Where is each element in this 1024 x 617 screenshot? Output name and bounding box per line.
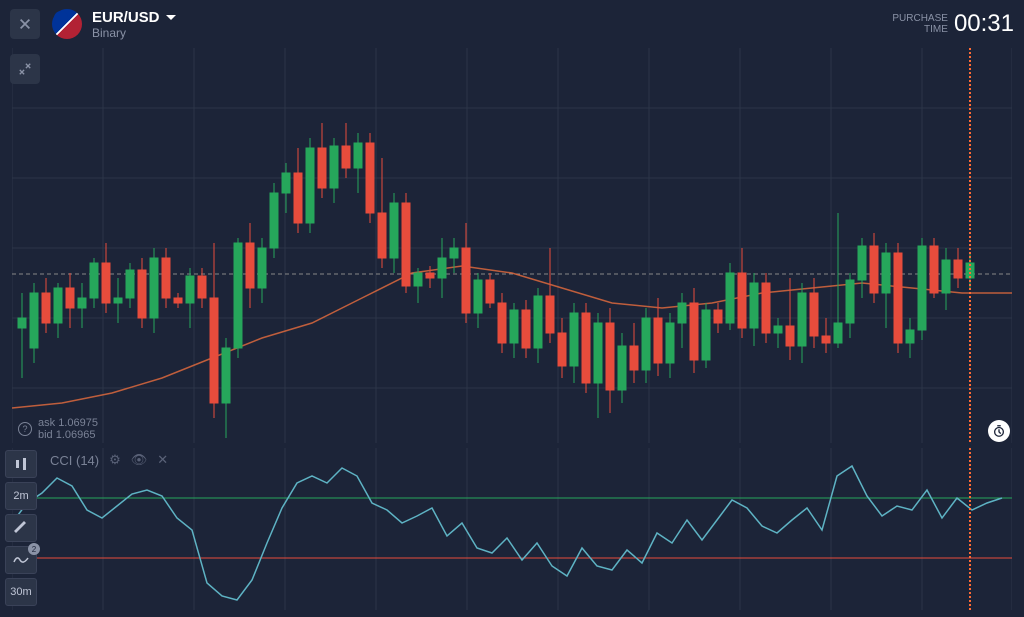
chevron-down-icon <box>166 15 176 20</box>
draw-button[interactable] <box>5 514 37 542</box>
indicator-count-badge: 2 <box>28 543 40 555</box>
indicators-button[interactable]: 2 <box>5 546 37 574</box>
pair-type: Binary <box>92 26 176 40</box>
expiry-marker-icon <box>988 420 1010 442</box>
pair-selector[interactable]: EUR/USD Binary <box>92 9 176 40</box>
timer-value: 00:31 <box>954 10 1014 38</box>
timeframe-2m-button[interactable]: 2m <box>5 482 37 510</box>
purchase-timer: PURCHASE TIME 00:31 <box>892 10 1014 38</box>
pair-flag-icon <box>52 9 82 39</box>
cci-oscillator[interactable] <box>12 448 1012 610</box>
timeframe-30m-button[interactable]: 30m <box>5 578 37 606</box>
chart-type-button[interactable] <box>5 450 37 478</box>
candlestick-chart[interactable] <box>12 48 1012 443</box>
top-bar: EUR/USD Binary PURCHASE TIME 00:31 <box>0 0 1024 48</box>
close-button[interactable] <box>10 9 40 39</box>
pair-symbol: EUR/USD <box>92 9 160 26</box>
left-toolbar: 2m 2 30m <box>0 50 42 617</box>
